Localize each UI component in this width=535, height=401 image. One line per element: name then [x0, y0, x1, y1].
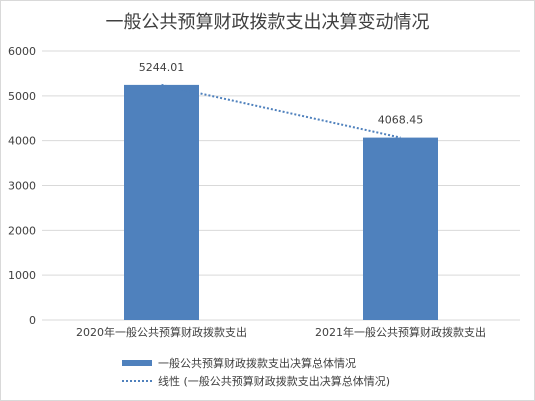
legend-label-trendline: 线性 (一般公共预算财政拨款支出决算总体情况)	[158, 375, 391, 388]
legend-item-bars[interactable]: 一般公共预算财政拨款支出决算总体情况	[122, 354, 390, 372]
x-category-label-0: 2020年一般公共预算财政拨款支出	[76, 325, 247, 339]
legend-swatch-bar	[122, 360, 152, 366]
y-tick-label-5: 5000	[8, 90, 36, 103]
bar-1	[363, 137, 438, 320]
data-label-0: 5244.01	[139, 61, 185, 74]
bar-0	[124, 84, 199, 320]
chart-legend: 一般公共预算财政拨款支出决算总体情况 线性 (一般公共预算财政拨款支出决算总体情…	[122, 354, 390, 390]
x-category-label-1: 2021年一般公共预算财政拨款支出	[315, 325, 486, 339]
y-tick-label-4: 4000	[8, 135, 36, 148]
legend-label-bars: 一般公共预算财政拨款支出决算总体情况	[158, 357, 356, 370]
chart-title: 一般公共预算财政拨款支出决算变动情况	[105, 12, 430, 33]
legend-item-trendline[interactable]: 线性 (一般公共预算财政拨款支出决算总体情况)	[122, 372, 390, 390]
y-tick-label-0: 0	[29, 314, 36, 327]
y-tick-label-2: 2000	[8, 224, 36, 237]
y-tick-label-6: 6000	[8, 45, 36, 58]
data-label-1: 4068.45	[378, 114, 424, 127]
y-tick-label-1: 1000	[8, 269, 36, 282]
y-tick-label-3: 3000	[8, 180, 36, 193]
legend-swatch-trendline	[122, 380, 152, 382]
trendline	[161, 83, 401, 139]
